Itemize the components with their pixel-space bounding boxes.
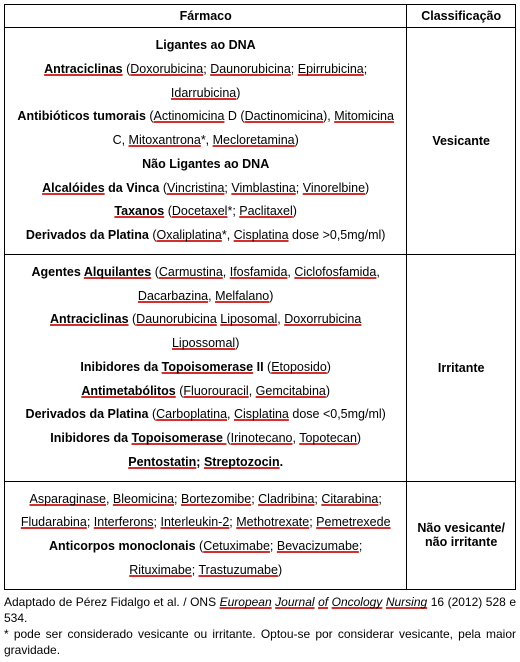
footnote: Adaptado de Pérez Fidalgo et al. / ONS E… [4,594,516,659]
farmaco-line: Alcalóides da Vinca (Vincristina; Vimbla… [13,177,398,201]
farmaco-line: Lipossomal) [13,332,398,356]
farmaco-line: Inibidores da Topoisomerase (Irinotecano… [13,427,398,451]
table-row: Asparaginase, Bleomicina; Bortezomibe; C… [5,481,516,589]
farmaco-line: Rituximabe; Trastuzumabe) [13,559,398,583]
farmaco-line: Antraciclinas (Doxorubicina; Daunorubici… [13,58,398,82]
classificacao-cell: Vesicante [407,28,516,255]
farmaco-line: Agentes Alquilantes (Carmustina, Ifosfam… [13,261,398,285]
farmaco-line: Idarrubicina) [13,82,398,106]
table-row: Agentes Alquilantes (Carmustina, Ifosfam… [5,254,516,481]
farmaco-line: Pentostatin; Streptozocin. [13,451,398,475]
farmaco-line: Asparaginase, Bleomicina; Bortezomibe; C… [13,488,398,512]
farmaco-line: Anticorpos monoclonais (Cetuximabe; Beva… [13,535,398,559]
farmaco-cell: Ligantes ao DNAAntraciclinas (Doxorubici… [5,28,407,255]
farmaco-line: Taxanos (Docetaxel*; Paclitaxel) [13,200,398,224]
farmaco-line: Dacarbazina, Melfalano) [13,285,398,309]
farmaco-line: Ligantes ao DNA [13,34,398,58]
farmaco-line: Antimetabólitos (Fluorouracil, Gemcitabi… [13,380,398,404]
table-row: Ligantes ao DNAAntraciclinas (Doxorubici… [5,28,516,255]
header-farmaco: Fármaco [5,5,407,28]
footnote-asterisk: * pode ser considerado vesicante ou irri… [4,626,516,658]
drug-classification-table: Fármaco Classificação Ligantes ao DNAAnt… [4,4,516,590]
farmaco-cell: Agentes Alquilantes (Carmustina, Ifosfam… [5,254,407,481]
header-classificacao: Classificação [407,5,516,28]
farmaco-line: C, Mitoxantrona*, Mecloretamina) [13,129,398,153]
classificacao-cell: Não vesicante/ não irritante [407,481,516,589]
farmaco-line: Não Ligantes ao DNA [13,153,398,177]
farmaco-line: Antibióticos tumorais (Actinomicina D (D… [13,105,398,129]
classificacao-cell: Irritante [407,254,516,481]
farmaco-line: Fludarabina; Interferons; Interleukin-2;… [13,511,398,535]
farmaco-cell: Asparaginase, Bleomicina; Bortezomibe; C… [5,481,407,589]
farmaco-line: Derivados da Platina (Oxaliplatina*, Cis… [13,224,398,248]
farmaco-line: Derivados da Platina (Carboplatina, Cisp… [13,403,398,427]
farmaco-line: Antraciclinas (Daunorubicina Liposomal, … [13,308,398,332]
footnote-source: Adaptado de Pérez Fidalgo et al. / ONS E… [4,594,516,626]
farmaco-line: Inibidores da Topoisomerase II (Etoposid… [13,356,398,380]
